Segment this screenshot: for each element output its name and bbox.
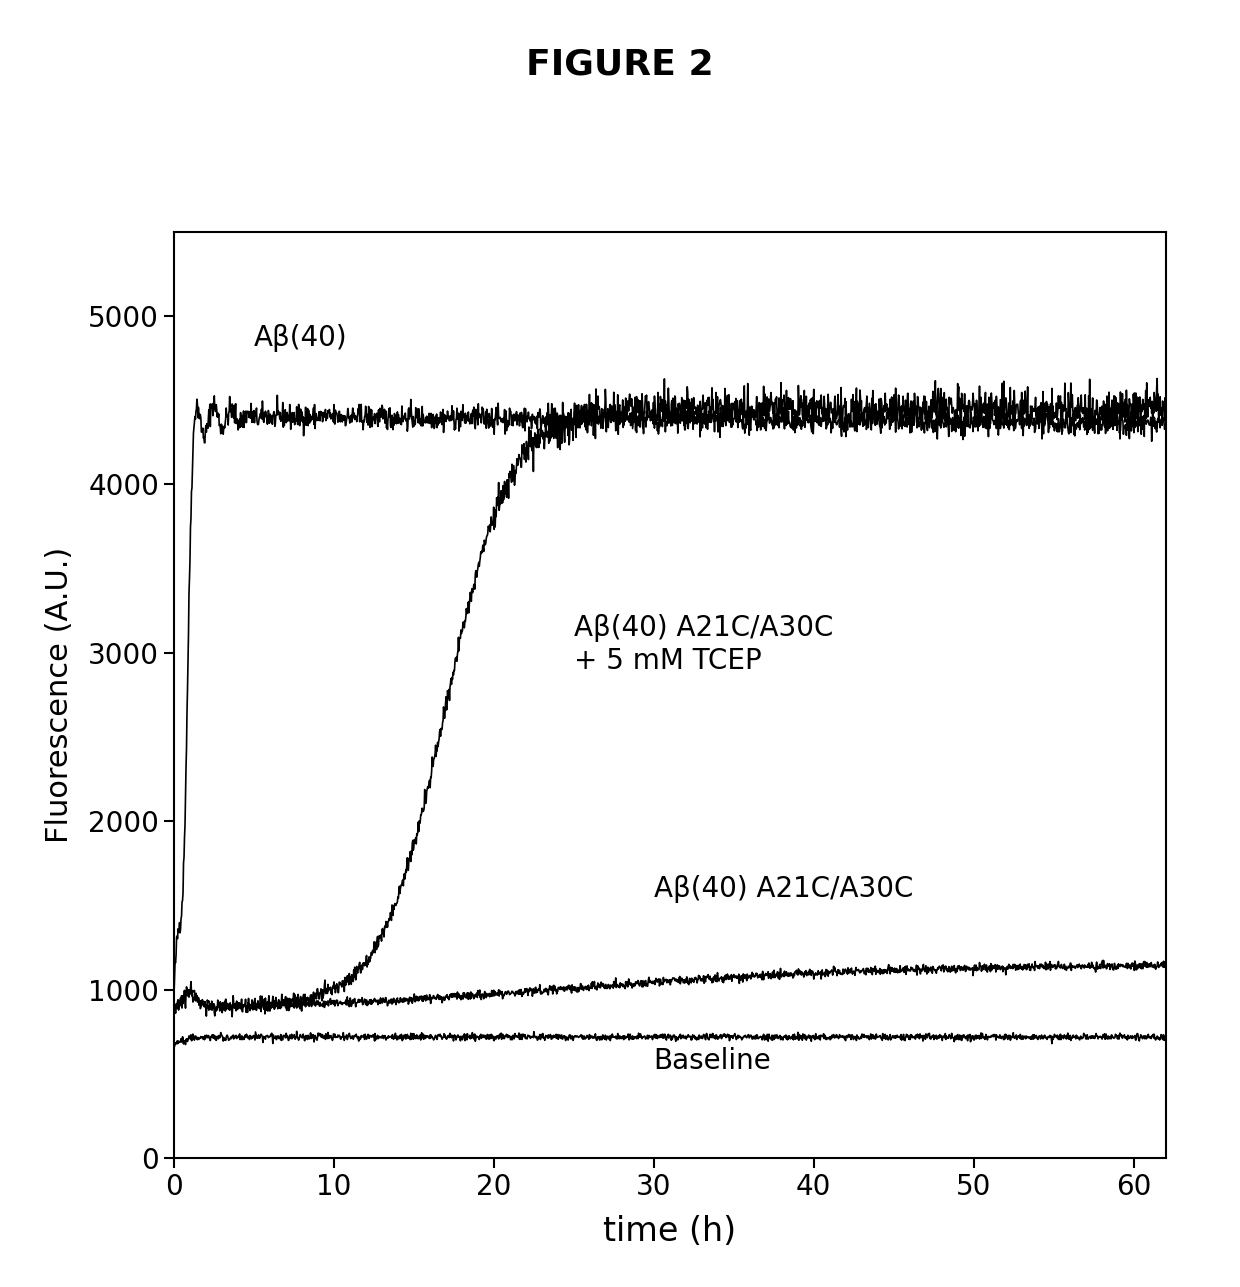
Text: FIGURE 2: FIGURE 2 (526, 48, 714, 81)
Text: Aβ(40) A21C/A30C: Aβ(40) A21C/A30C (653, 875, 913, 902)
Y-axis label: Fluorescence (A.U.): Fluorescence (A.U.) (45, 547, 74, 843)
Text: Aβ(40) A21C/A30C
+ 5 mM TCEP: Aβ(40) A21C/A30C + 5 mM TCEP (574, 614, 833, 674)
Text: Aβ(40): Aβ(40) (254, 324, 347, 351)
Text: Baseline: Baseline (653, 1046, 771, 1075)
X-axis label: time (h): time (h) (603, 1215, 737, 1248)
